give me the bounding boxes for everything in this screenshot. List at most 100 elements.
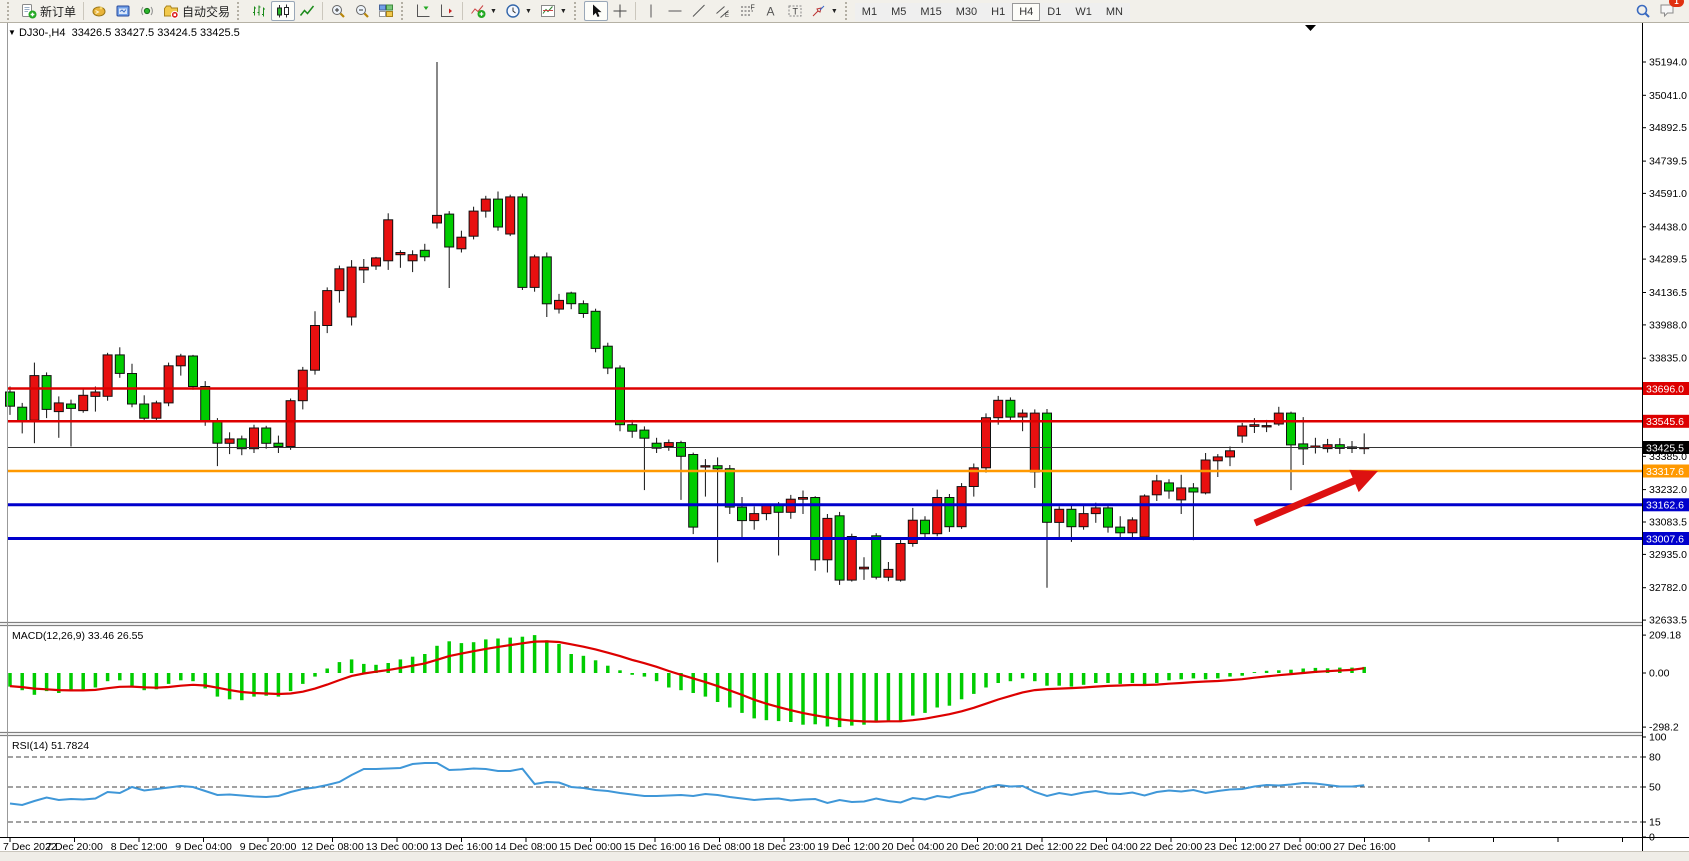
time-tick-label: 9 Dec 04:00 [175, 841, 232, 853]
fibonacci-tool-button[interactable]: F [735, 1, 759, 21]
timeframe-m30-button[interactable]: M30 [948, 2, 985, 21]
main-toolbar: 新订单 自动交易 [0, 0, 1689, 23]
price-line-label: 33696.0 [1646, 383, 1684, 395]
vertical-line-tool-button[interactable] [639, 1, 663, 21]
tile-windows-button[interactable] [374, 1, 398, 21]
zoom-in-button[interactable] [326, 1, 350, 21]
time-tick-label: 18 Dec 23:00 [753, 841, 816, 853]
chart-shift-button[interactable] [411, 1, 435, 21]
price-line-label: 33007.6 [1646, 533, 1684, 545]
text-label-icon: T [788, 5, 802, 17]
auto-trading-button[interactable]: 自动交易 [159, 1, 234, 21]
arrow-annotation [1253, 469, 1378, 527]
tile-windows-icon [379, 4, 394, 17]
timeframe-m15-button[interactable]: M15 [913, 2, 949, 21]
time-tick-label: 14 Dec 08:00 [495, 841, 558, 853]
price-axis [1642, 61, 1689, 621]
zoom-out-icon [356, 5, 369, 18]
macd-tick-label: -298.2 [1649, 722, 1679, 734]
time-tick-label: 20 Dec 20:00 [946, 841, 1009, 853]
profiles-icon [116, 5, 130, 17]
bar-chart-icon [253, 5, 266, 17]
price-tick-label: 34289.5 [1649, 254, 1687, 266]
rsi-tick-label: 100 [1649, 732, 1667, 744]
price-tick-label: 34438.0 [1649, 221, 1687, 233]
toolbar-separator [462, 2, 464, 20]
price-tick-label: 33988.0 [1649, 319, 1687, 331]
timeframe-h1-button[interactable]: H1 [984, 2, 1013, 21]
text-icon: A [766, 5, 774, 19]
timeframe-d1-button[interactable]: D1 [1040, 2, 1069, 21]
line-chart-mode-button[interactable] [295, 1, 319, 21]
time-tick-label: 16 Dec 08:00 [688, 841, 751, 853]
search-button[interactable] [1631, 1, 1655, 21]
timeframe-m5-button[interactable]: M5 [884, 2, 914, 21]
arrows-tool-button[interactable]: ▼ [807, 1, 842, 21]
search-icon [1636, 4, 1650, 18]
time-tick-label: 13 Dec 00:00 [366, 841, 429, 853]
rsi-tick-label: 50 [1649, 782, 1661, 794]
time-tick-label: 22 Dec 20:00 [1140, 841, 1203, 853]
price-tick-label: 34739.5 [1649, 156, 1687, 168]
time-tick-label: 7 Dec 20:00 [46, 841, 103, 853]
dropdown-caret-icon: ▼ [524, 7, 532, 15]
candlestick-mode-button[interactable] [271, 1, 296, 21]
timeframe-h4-button[interactable]: H4 [1012, 2, 1041, 21]
channel-tool-button[interactable]: E [711, 1, 735, 21]
toolbar-grip [573, 2, 579, 20]
time-tick-label: 27 Dec 16:00 [1333, 841, 1396, 853]
time-tick-label: 15 Dec 00:00 [559, 841, 622, 853]
rsi-pane [8, 756, 1642, 823]
timeframe-w1-button[interactable]: W1 [1068, 2, 1099, 21]
new-order-button[interactable]: 新订单 [17, 1, 80, 21]
trend-line-tool-button[interactable] [687, 1, 711, 21]
cursor-tool-button[interactable] [583, 1, 608, 21]
chart-wizard-button[interactable] [87, 1, 111, 21]
horizontal-line-icon [668, 10, 682, 12]
indicators-button[interactable]: ▼ [466, 1, 501, 21]
svg-text:E: E [725, 13, 729, 19]
time-tick-label: 15 Dec 16:00 [624, 841, 687, 853]
rsi-indicator-label: RSI(14) 51.7824 [12, 740, 90, 752]
signal-icon [141, 6, 153, 16]
time-tick-label: 9 Dec 20:00 [240, 841, 297, 853]
time-tick-label: 21 Dec 12:00 [1011, 841, 1074, 853]
time-tick-label: 8 Dec 12:00 [111, 841, 168, 853]
toolbar-separator [634, 2, 636, 20]
market-signal-button[interactable] [135, 1, 159, 21]
timeframe-mn-button[interactable]: MN [1098, 2, 1130, 21]
new-order-label: 新订单 [40, 4, 77, 19]
toolbar-grip [237, 2, 242, 20]
time-tick-label: 7 Dec 2022 [3, 841, 57, 853]
chart-collapse-icon[interactable]: ▼ [8, 28, 16, 37]
price-tick-label: 34136.5 [1649, 287, 1687, 299]
templates-button[interactable]: ▼ [536, 1, 571, 21]
profiles-button[interactable] [111, 1, 135, 21]
horizontal-line-tool-button[interactable] [663, 1, 687, 21]
price-tick-label: 32782.0 [1649, 582, 1687, 594]
text-label-tool-button[interactable]: T [783, 1, 807, 21]
trend-line-icon [692, 4, 705, 17]
chart-shift-marker [1305, 25, 1316, 31]
price-tick-label: 32935.0 [1649, 549, 1687, 561]
timeframe-m1-button[interactable]: M1 [854, 2, 885, 21]
clock-icon [506, 4, 520, 18]
price-tick-label: 33083.5 [1649, 517, 1687, 529]
dropdown-caret-icon: ▼ [490, 7, 497, 15]
crosshair-tool-button[interactable] [608, 1, 632, 21]
price-line-label: 33545.6 [1646, 416, 1684, 428]
bar-chart-mode-button[interactable] [247, 1, 271, 21]
auto-scroll-button[interactable] [435, 1, 459, 21]
price-tick-label: 33232.0 [1649, 484, 1687, 496]
price-line-label: 33162.6 [1646, 500, 1684, 512]
text-tool-button[interactable]: A [759, 1, 783, 21]
macd-tick-label: 209.18 [1649, 630, 1681, 642]
dropdown-caret-icon: ▼ [830, 7, 838, 15]
price-tick-label: 33835.0 [1649, 353, 1687, 365]
price-tick-label: 35194.0 [1649, 57, 1687, 69]
time-axis [9, 838, 1623, 842]
zoom-out-button[interactable] [350, 1, 374, 21]
rsi-tick-label: 0 [1649, 832, 1655, 844]
periods-button[interactable]: ▼ [501, 1, 536, 21]
